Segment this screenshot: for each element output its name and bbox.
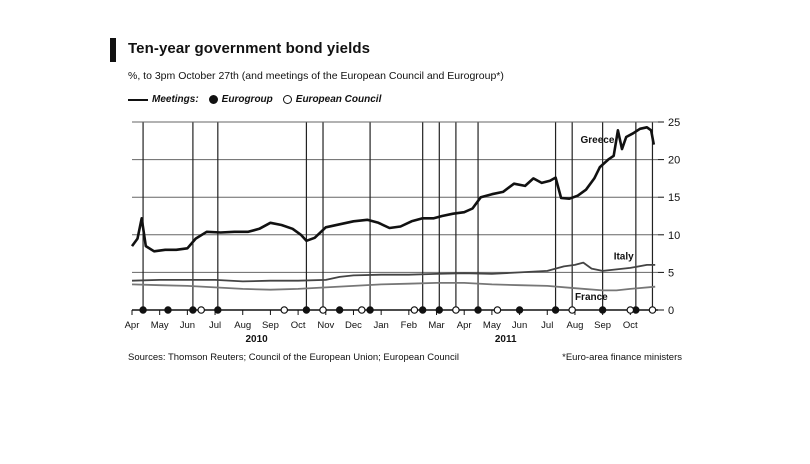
legend: Meetings: Eurogroup European Council [128, 94, 381, 105]
x-tick-label: Jun [180, 320, 195, 331]
eurogroup-marker [139, 306, 147, 314]
legend-eurogroup: Eurogroup [208, 94, 273, 105]
council-marker [319, 306, 327, 314]
x-tick-label: May [151, 320, 169, 331]
x-tick-label: Mar [428, 320, 444, 331]
eurogroup-marker [418, 306, 427, 314]
x-tick-label: Feb [401, 320, 417, 331]
x-tick-label: Jul [541, 320, 553, 331]
x-tick-label: Sep [262, 320, 279, 331]
council-marker [410, 306, 419, 314]
x-tick-label: Jun [512, 320, 527, 331]
council-marker-icon [282, 95, 292, 104]
eurogroup-marker [435, 306, 443, 314]
legend-eurogroup-label: Eurogroup [221, 94, 273, 105]
series-label-greece: Greece [580, 135, 614, 146]
x-tick-label: Nov [317, 320, 334, 331]
council-marker [357, 306, 366, 314]
legend-meetings: Meetings: [128, 94, 199, 105]
x-tick-label: Jan [373, 320, 388, 331]
x-tick-label: Aug [566, 320, 583, 331]
title-accent-bar [110, 38, 116, 62]
council-marker [626, 306, 635, 314]
chart-title: Ten-year government bond yields [128, 40, 371, 57]
x-tick-label: Dec [345, 320, 362, 331]
y-tick-label: 25 [668, 117, 680, 129]
year-label: 2011 [495, 334, 517, 345]
y-tick-label: 5 [668, 267, 674, 279]
eurogroup-marker [551, 306, 560, 314]
eurogroup-marker [515, 306, 524, 314]
y-tick-label: 10 [668, 230, 680, 242]
council-marker [648, 306, 657, 314]
eurogroup-marker [366, 306, 374, 314]
eurogroup-marker [302, 306, 311, 314]
council-marker [197, 306, 206, 314]
legend-meetings-label: Meetings: [152, 94, 199, 105]
meeting-line-swatch [128, 98, 148, 101]
series-line-greece [130, 126, 656, 253]
council-marker [452, 306, 460, 314]
y-tick-label: 15 [668, 192, 680, 204]
x-tick-label: Apr [125, 320, 140, 331]
legend-council: European Council [282, 94, 382, 105]
x-tick-label: Sep [594, 320, 611, 331]
chart-subtitle: %, to 3pm October 27th (and meetings of … [128, 70, 504, 82]
series-line-italy [131, 261, 656, 283]
council-marker [568, 306, 576, 314]
y-tick-label: 20 [668, 155, 680, 167]
x-tick-label: May [483, 320, 501, 331]
eurogroup-marker [164, 306, 172, 314]
sources-note: Sources: Thomson Reuters; Council of the… [128, 352, 459, 363]
legend-council-label: European Council [295, 94, 382, 105]
eurogroup-marker [474, 306, 482, 314]
council-marker [493, 306, 502, 314]
x-tick-label: Oct [623, 320, 638, 331]
year-label: 2010 [245, 334, 268, 345]
eurogroup-marker-icon [208, 95, 218, 104]
x-tick-label: Jul [209, 320, 221, 331]
eurogroup-marker [214, 306, 222, 314]
series-label-italy: Italy [614, 252, 634, 263]
x-tick-label: Oct [291, 320, 306, 331]
eurogroup-marker [335, 306, 344, 314]
council-marker [280, 306, 289, 314]
series-label-france: France [575, 292, 608, 303]
eurogroup-marker [598, 306, 607, 314]
eurogroup-marker [189, 306, 197, 314]
series-line-france [131, 282, 656, 292]
y-tick-label: 0 [668, 305, 674, 317]
footnote: *Euro-area finance ministers [562, 352, 682, 363]
x-tick-label: Aug [234, 320, 251, 331]
x-tick-label: Apr [457, 320, 472, 331]
